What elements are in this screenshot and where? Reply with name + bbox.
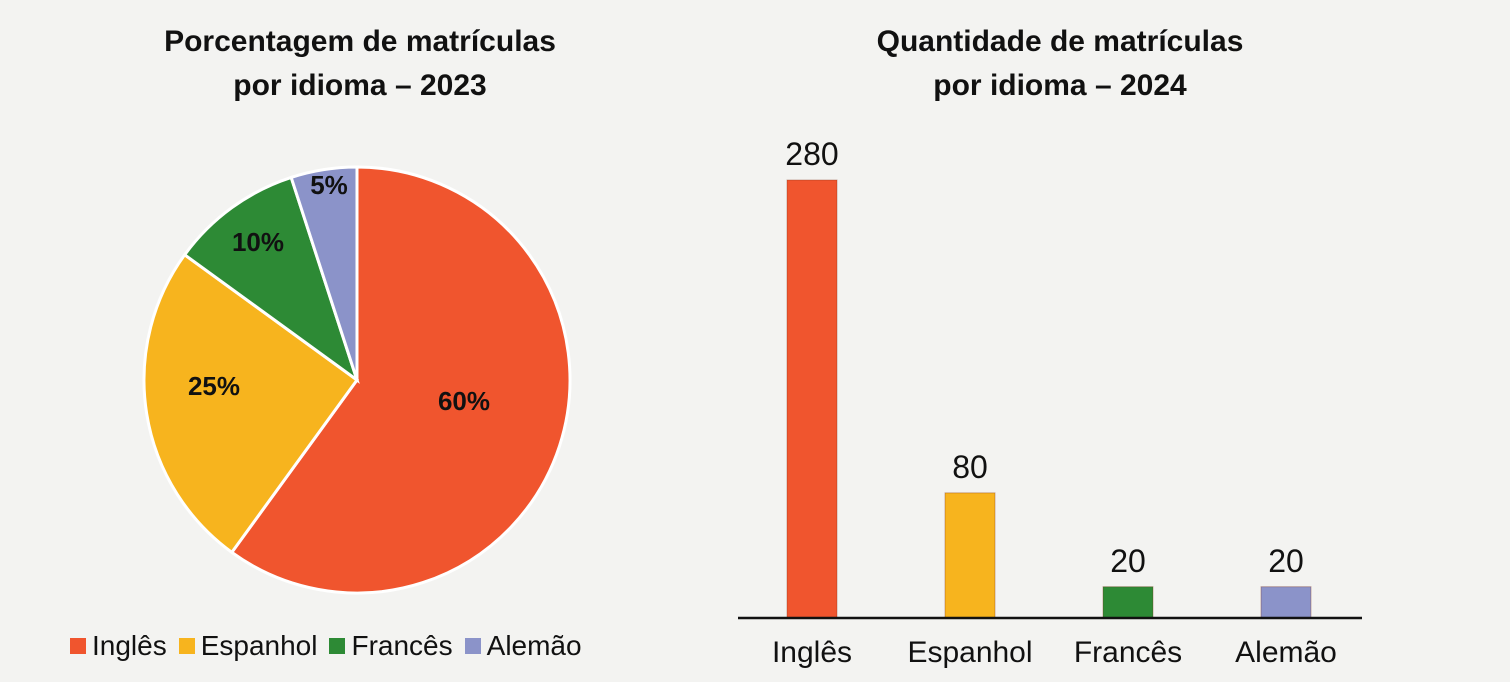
pie-chart: 60% 25% 10% 5% — [142, 165, 572, 595]
legend-item-espanhol: Espanhol — [178, 630, 318, 662]
bar-category-label-frances: Francês — [1073, 636, 1183, 669]
legend-item-ingles: Inglês — [70, 630, 167, 662]
bar-category-label-espanhol: Espanhol — [907, 636, 1033, 669]
bar-value-label-alemao: 20 — [1268, 542, 1304, 579]
pie-label-espanhol: 25% — [188, 371, 240, 401]
pie-title-line-1: Porcentagem de matrículas — [164, 25, 556, 58]
legend-label-frances: Francês — [351, 630, 453, 661]
bar-chart-panel: Quantidade de matrículas por idioma – 20… — [720, 0, 1510, 682]
pie-label-alemao: 5% — [310, 170, 348, 200]
pie-slice-ingles — [229, 165, 572, 595]
legend-swatch-ingles — [70, 638, 86, 654]
legend-label-espanhol: Espanhol — [200, 630, 318, 661]
legend-swatch-alemao — [464, 638, 481, 654]
pie-slice-espanhol — [142, 252, 360, 555]
pie-label-frances: 10% — [232, 227, 284, 257]
bar-chart-title: Quantidade de matrículas por idioma – 20… — [740, 20, 1380, 108]
bar-title-line-2: por idioma – 2024 — [933, 69, 1187, 102]
bar-category-label-ingles: Inglês — [771, 636, 853, 669]
bar-value-label-espanhol: 80 — [952, 448, 988, 485]
bar-value-label-ingles: 280 — [785, 136, 839, 172]
bar-frances — [1102, 586, 1154, 619]
bar-chart — [738, 179, 1362, 620]
pie-title-line-2: por idioma – 2023 — [233, 69, 487, 102]
bar-espanhol — [944, 492, 996, 619]
bar-value-label-frances: 20 — [1110, 542, 1146, 579]
pie-legend: Inglês Espanhol Francês Alemão — [70, 630, 710, 662]
bar-alemao — [1260, 586, 1312, 619]
legend-swatch-espanhol — [178, 638, 195, 654]
pie-slice-frances — [182, 175, 360, 384]
legend-label-ingles: Inglês — [92, 630, 167, 661]
bar-category-label-alemao: Alemão — [1235, 636, 1337, 669]
pie-chart-panel: Porcentagem de matrículas por idioma – 2… — [0, 0, 720, 682]
legend-swatch-frances — [329, 638, 346, 654]
pie-chart-title: Porcentagem de matrículas por idioma – 2… — [100, 20, 620, 108]
pie-slice-alemao — [289, 165, 359, 381]
legend-label-alemao: Alemão — [486, 630, 582, 661]
pie-label-ingles: 60% — [438, 386, 490, 416]
legend-item-alemao: Alemão — [464, 630, 582, 662]
bar-ingles — [786, 179, 838, 619]
bar-title-line-1: Quantidade de matrículas — [876, 25, 1244, 58]
legend-item-frances: Francês — [329, 630, 453, 662]
